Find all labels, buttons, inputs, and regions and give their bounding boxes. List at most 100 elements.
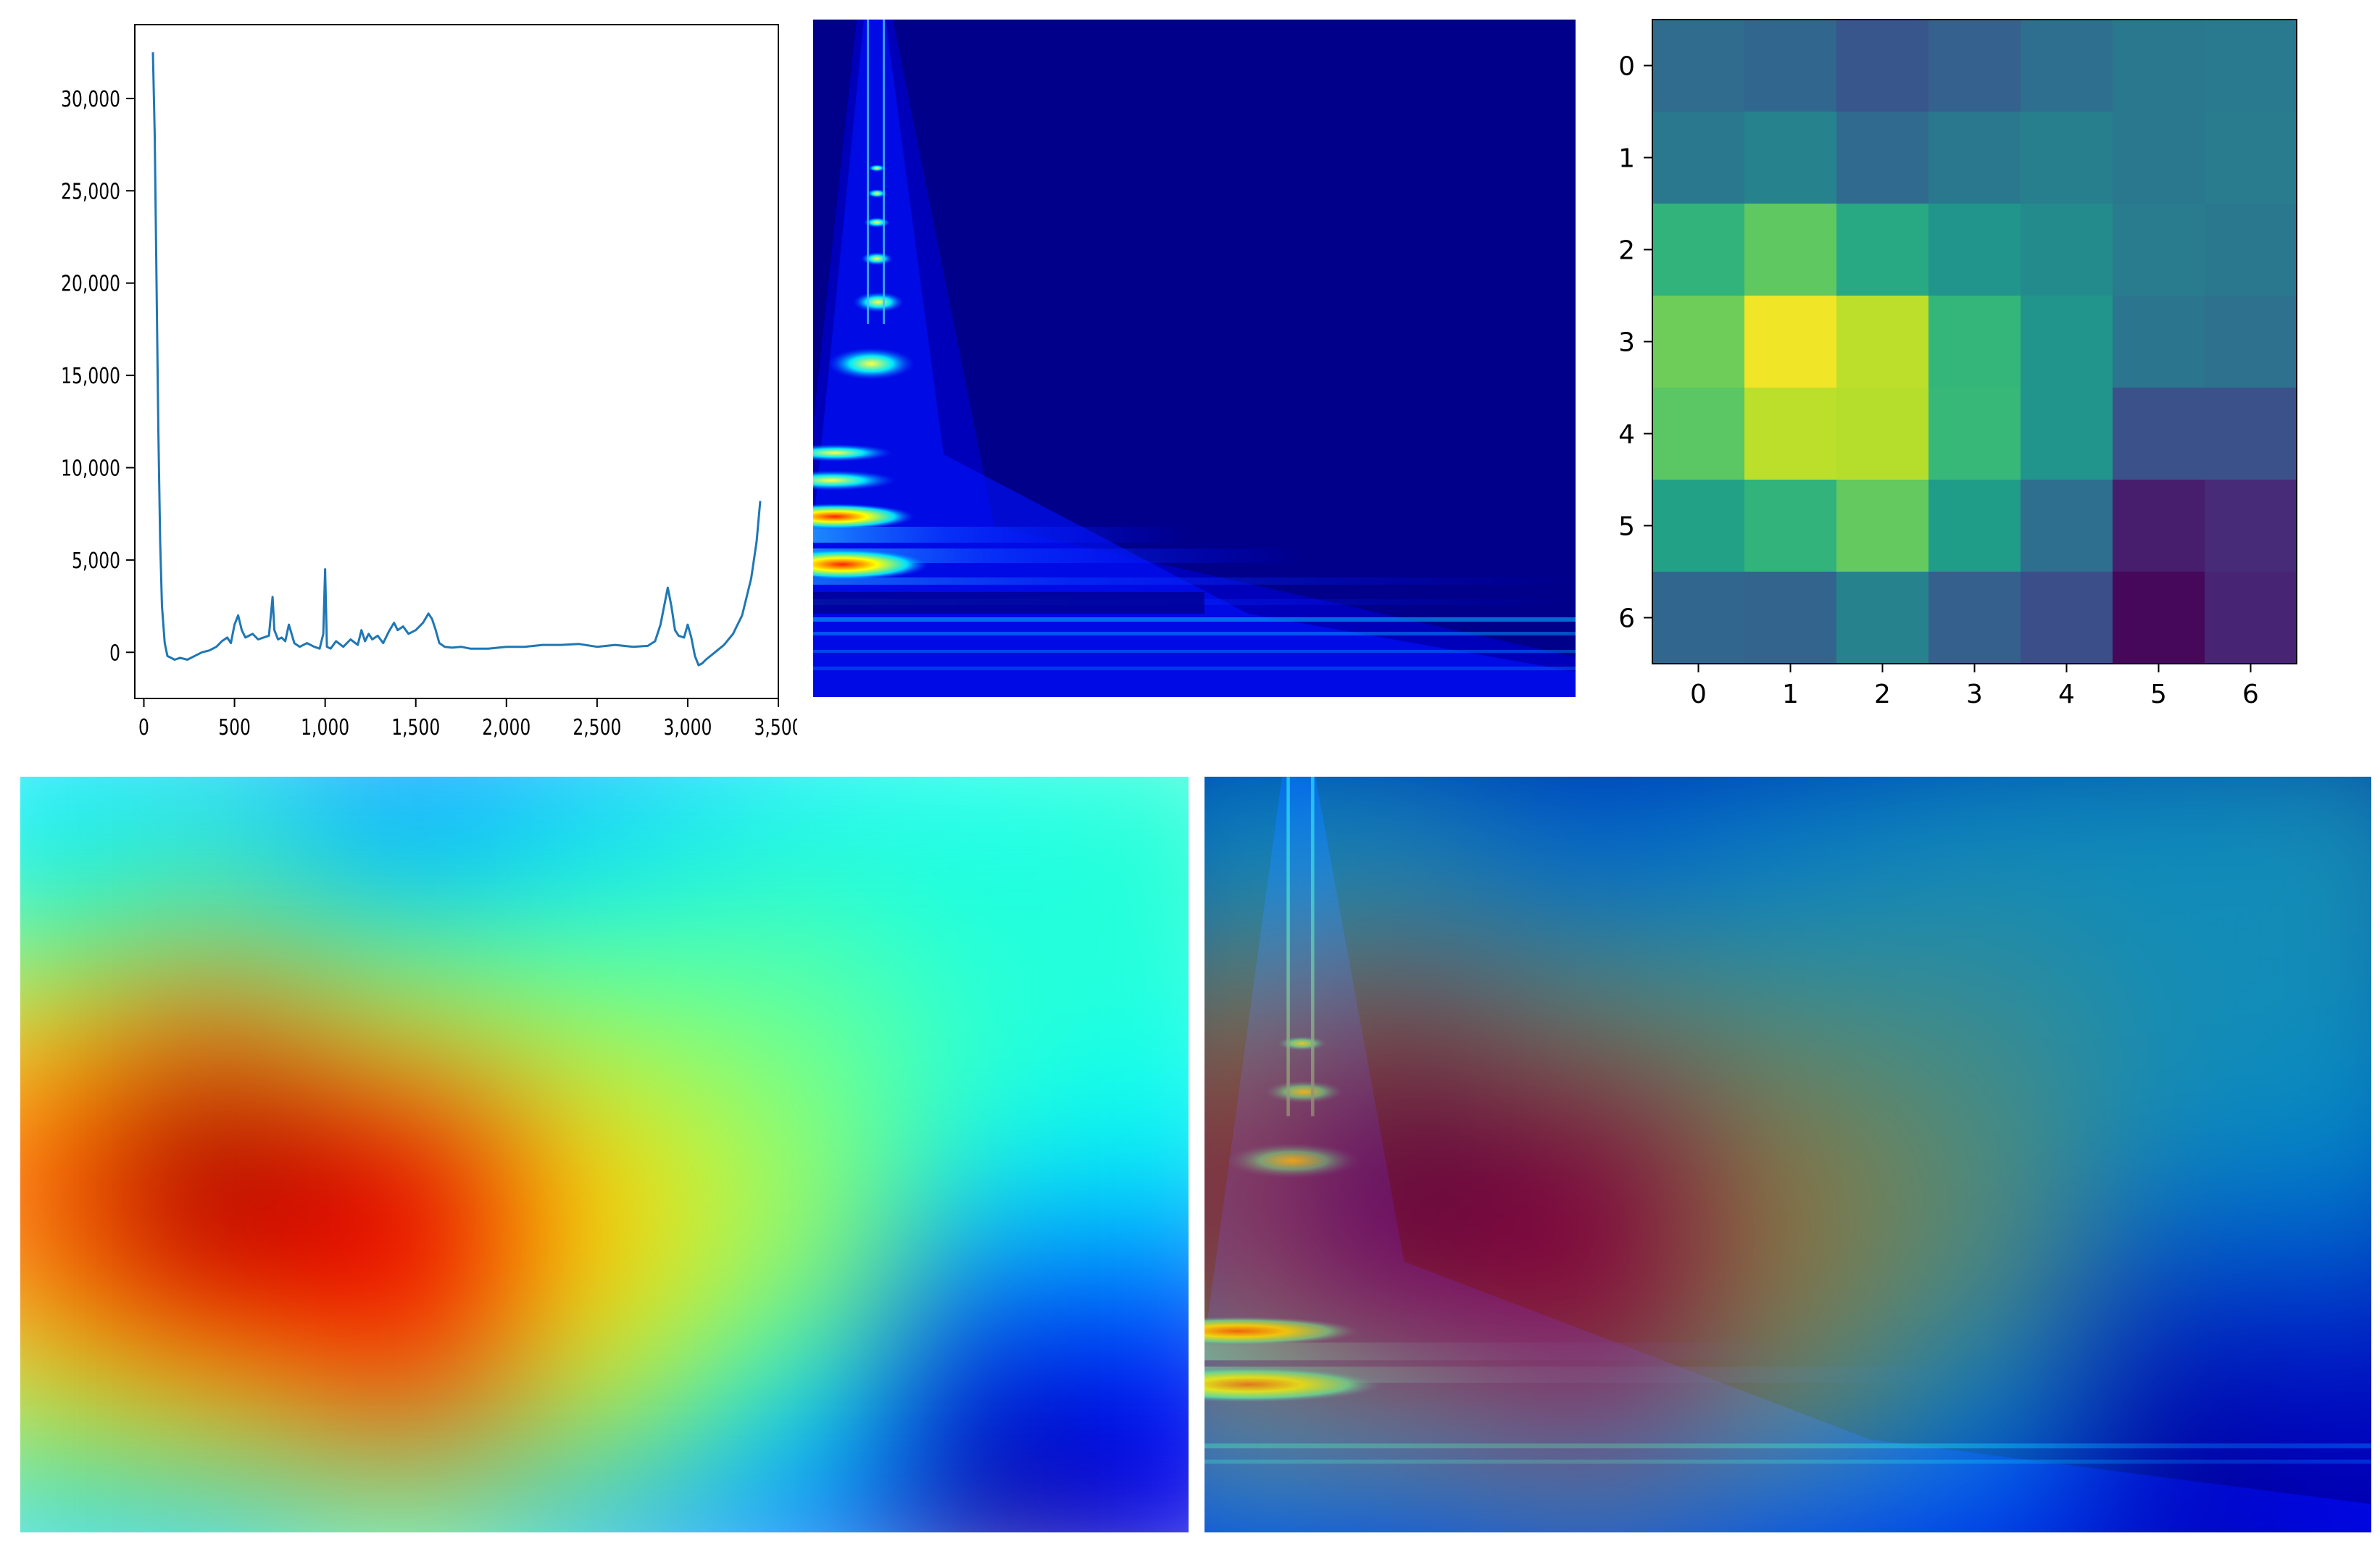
y-tick-label: 25,000 (61, 180, 120, 205)
grid-cell (2205, 480, 2297, 572)
heat-cell (702, 777, 903, 838)
heat-cell (309, 1218, 509, 1348)
plot-area (134, 24, 779, 699)
heat-cell (1296, 1218, 1496, 1348)
heat-cell (1296, 1090, 1496, 1220)
y-tick-label: 4 (1618, 420, 1635, 450)
heat-cell (20, 1473, 115, 1532)
heat-cell (1886, 1218, 2086, 1348)
heat-cell (112, 835, 312, 966)
heat-cell (1492, 1473, 1693, 1532)
grid-cell (1652, 572, 1745, 664)
grid-cell (2113, 20, 2205, 112)
heat-cell (1886, 835, 2086, 966)
heat-cell (1296, 835, 1496, 966)
grid-cell (2021, 204, 2113, 296)
grid-cell (1744, 480, 1837, 572)
heat-cell (506, 1473, 706, 1532)
heat-cell (20, 777, 115, 838)
x-tick-label: 5 (2150, 680, 2167, 709)
x-tick-label: 2 (1874, 680, 1891, 709)
x-tick-label: 1,500 (391, 715, 440, 740)
grid-cell (1928, 388, 2021, 480)
grid-cell (2021, 20, 2113, 112)
grid-cell (2113, 388, 2205, 480)
grid-cell (2205, 296, 2297, 388)
heat-cell (1689, 963, 1889, 1093)
heat-cell (1492, 777, 1693, 838)
grid-cell (2021, 296, 2113, 388)
heat-cell (309, 835, 509, 966)
y-tick-label: 0 (1618, 52, 1635, 82)
grid-cell (2113, 204, 2205, 296)
heat-cell (309, 1345, 509, 1475)
heat-cell (1296, 1345, 1496, 1475)
heat-cell (899, 1473, 1100, 1532)
heat-cell (1689, 1473, 1889, 1532)
heat-cell (1689, 1218, 1889, 1348)
heat-cell (2279, 835, 2371, 966)
grid-cell (1928, 296, 2021, 388)
grid-cell (2205, 204, 2297, 296)
heat-cell (309, 963, 509, 1093)
heat-cell (2279, 1090, 2371, 1220)
grid-cell (1744, 204, 1837, 296)
y-tick-label: 1 (1618, 144, 1635, 174)
x-tick-label: 500 (218, 715, 251, 740)
heat-cell (1886, 1473, 2086, 1532)
heat-cell (2083, 777, 2283, 838)
heat-cell (1492, 963, 1693, 1093)
heat-cell (20, 1218, 115, 1348)
heat-cell (899, 1218, 1100, 1348)
x-tick-label: 1,000 (301, 715, 349, 740)
heat-cell (506, 777, 706, 838)
heat-cell (1204, 1090, 1299, 1220)
x-tick-label: 1 (1782, 680, 1799, 709)
heat-cell (506, 1345, 706, 1475)
heat-cell (1204, 835, 1299, 966)
grid-cell (1652, 112, 1745, 204)
grid-cell (1928, 572, 2021, 664)
heat-cell (1097, 1090, 1189, 1220)
x-tick-label: 0 (1690, 680, 1707, 709)
heat-cell (1689, 1090, 1889, 1220)
y-tick-label: 3 (1618, 328, 1635, 358)
heat-cell (1296, 777, 1496, 838)
y-tick-label: 5,000 (72, 548, 120, 574)
grid-cell (1836, 572, 1929, 664)
y-tick-label: 10,000 (61, 456, 120, 482)
heat-cell (1492, 835, 1693, 966)
grid-cell (2205, 572, 2297, 664)
grid-cell (2113, 480, 2205, 572)
grid-cell (1836, 112, 1929, 204)
heat-cell (1492, 1090, 1693, 1220)
heat-cell (702, 1090, 903, 1220)
heat-cell (1886, 963, 2086, 1093)
y-tick-label: 5 (1618, 512, 1635, 542)
series-line (151, 52, 762, 667)
grid-cell (2113, 296, 2205, 388)
heat-cell (702, 963, 903, 1093)
heat-cell (2083, 835, 2283, 966)
heat-cell (1097, 777, 1189, 838)
grid-cell (1652, 204, 1745, 296)
heat-cell (1204, 777, 1299, 838)
grid-cell (1928, 20, 2021, 112)
grid-cell (1744, 572, 1837, 664)
heat-cell (1492, 1345, 1693, 1475)
heat-cell (1689, 1345, 1889, 1475)
grid-cell (2021, 480, 2113, 572)
heat-cell (1296, 963, 1496, 1093)
heat-cell (112, 1218, 312, 1348)
heat-cell (112, 1090, 312, 1220)
heat-cell (2083, 1090, 2283, 1220)
heat-cell (1204, 963, 1299, 1093)
heat-cell (112, 963, 312, 1093)
heat-cell (20, 963, 115, 1093)
line-plot: 0 500 1,000 1,500 2,000 2,500 3,000 3,500 0 5,000… (61, 24, 797, 740)
heat-cell (899, 963, 1100, 1093)
y-tick-label: 30,000 (61, 87, 120, 112)
heat-cell (1097, 835, 1189, 966)
grid-cell (1928, 112, 2021, 204)
heat-cell (309, 1090, 509, 1220)
